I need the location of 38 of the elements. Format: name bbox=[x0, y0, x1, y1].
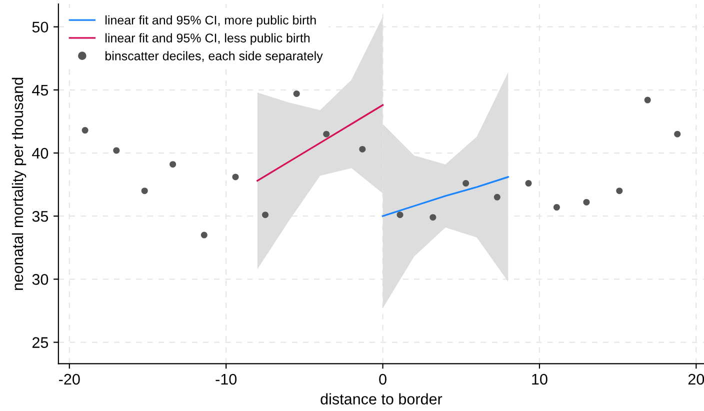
x-tick-label: 20 bbox=[688, 374, 704, 385]
x-tick-label: -20 bbox=[59, 374, 80, 385]
point bbox=[494, 194, 500, 200]
legend-label: binscatter deciles, each side separately bbox=[105, 51, 323, 63]
point bbox=[359, 146, 366, 152]
y-tick-label: 40 bbox=[32, 148, 48, 159]
point bbox=[262, 212, 269, 218]
x-axis-title: distance to border bbox=[320, 393, 442, 404]
point bbox=[141, 188, 148, 194]
y-tick-label: 25 bbox=[32, 337, 48, 348]
point bbox=[462, 180, 470, 187]
point bbox=[293, 90, 300, 97]
point bbox=[396, 212, 404, 218]
point bbox=[644, 96, 651, 104]
x-tick-label: 0 bbox=[379, 374, 386, 385]
point bbox=[674, 130, 681, 138]
y-tick-label: 50 bbox=[32, 22, 48, 33]
x-tick-label: -10 bbox=[216, 374, 237, 385]
line-series bbox=[382, 176, 509, 217]
point bbox=[113, 147, 120, 154]
point bbox=[170, 161, 176, 168]
legend-label: linear fit and 95% CI, less public birth bbox=[106, 33, 310, 45]
point bbox=[200, 232, 208, 238]
line-series bbox=[256, 104, 384, 182]
point bbox=[430, 214, 436, 221]
y-tick-label: 30 bbox=[32, 274, 48, 285]
point bbox=[616, 188, 623, 194]
x-tick-label: 10 bbox=[532, 374, 548, 385]
legend-label: linear fit and 95% CI, more public birth bbox=[106, 15, 316, 28]
y-tick-label: 35 bbox=[32, 210, 48, 222]
point bbox=[82, 127, 88, 134]
point bbox=[553, 204, 560, 211]
point bbox=[232, 174, 239, 180]
y-tick-label: 45 bbox=[32, 84, 48, 96]
point bbox=[525, 180, 532, 187]
point bbox=[583, 198, 590, 206]
point bbox=[323, 130, 330, 138]
y-axis-title: neonatal mortality per thousand bbox=[12, 78, 26, 290]
